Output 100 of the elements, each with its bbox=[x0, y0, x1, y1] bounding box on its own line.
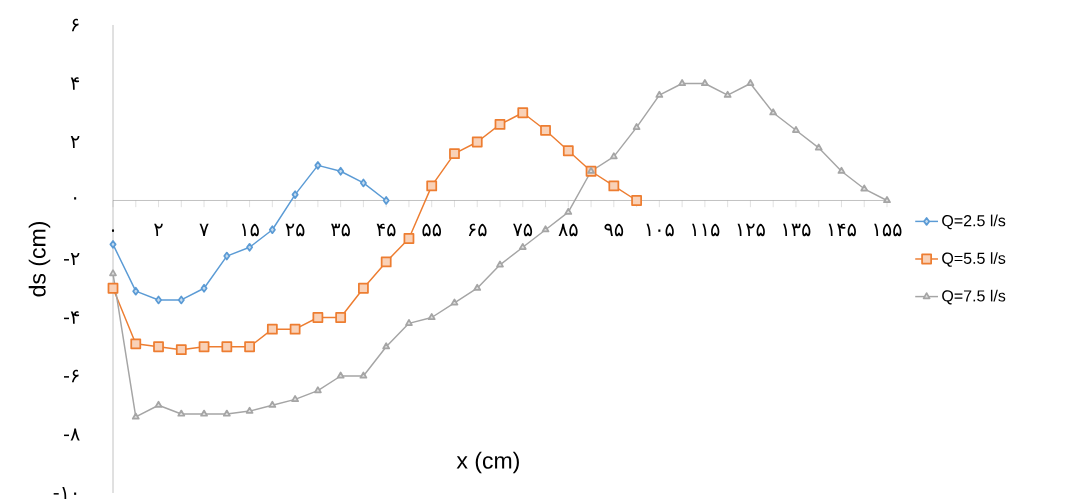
point bbox=[337, 167, 345, 176]
point bbox=[518, 243, 527, 251]
point bbox=[655, 91, 664, 99]
x-tick-label: ۶۵ bbox=[468, 223, 487, 237]
point bbox=[359, 178, 367, 188]
x-tick-label: ۱۵۵ bbox=[874, 223, 902, 237]
y-tick-label: -۸ bbox=[63, 428, 80, 441]
point bbox=[450, 298, 459, 306]
point bbox=[200, 409, 208, 417]
x-tick-label: ۱۱۵ bbox=[692, 223, 720, 237]
x-tick-label: ۱۳۵ bbox=[783, 223, 811, 237]
point bbox=[200, 284, 208, 293]
y-tick-label: ۶ bbox=[71, 19, 79, 32]
x-tick-label: ۴۵ bbox=[376, 223, 396, 237]
point bbox=[678, 79, 686, 87]
point bbox=[541, 225, 550, 233]
point bbox=[427, 313, 436, 321]
point bbox=[336, 371, 345, 379]
point bbox=[473, 284, 482, 292]
point bbox=[883, 196, 891, 204]
point bbox=[405, 319, 413, 327]
point bbox=[837, 167, 846, 175]
legend-label: Q=2.5 l/s bbox=[942, 214, 1006, 230]
point bbox=[130, 338, 142, 350]
point bbox=[540, 125, 551, 136]
x-tick-label: ۱۴۵ bbox=[828, 223, 856, 237]
point bbox=[701, 79, 709, 87]
point bbox=[244, 341, 255, 353]
point bbox=[222, 409, 231, 417]
point bbox=[291, 190, 299, 200]
point bbox=[562, 145, 574, 157]
x-tick-label: ۸۵ bbox=[558, 223, 578, 237]
point bbox=[632, 123, 641, 131]
y-tick-label: ۲ bbox=[70, 136, 80, 149]
point bbox=[382, 342, 391, 350]
point bbox=[153, 341, 164, 353]
point bbox=[155, 295, 162, 305]
x-tick-label: ۷ bbox=[199, 224, 209, 237]
point bbox=[631, 195, 642, 207]
point bbox=[154, 401, 163, 409]
point bbox=[403, 233, 415, 245]
point bbox=[175, 344, 187, 356]
x-tick-label: ۷۵ bbox=[513, 223, 533, 237]
point bbox=[109, 240, 117, 249]
point bbox=[564, 208, 573, 216]
point bbox=[221, 341, 233, 353]
point bbox=[358, 283, 369, 294]
point bbox=[860, 184, 869, 192]
x-tick-label: ۰ bbox=[111, 229, 115, 233]
point bbox=[449, 148, 460, 160]
y-tick-label: -۱۰ bbox=[53, 487, 77, 500]
point bbox=[380, 256, 392, 268]
point bbox=[266, 324, 278, 335]
point bbox=[314, 386, 322, 394]
x-tick-label: ۵۵ bbox=[422, 223, 442, 237]
point bbox=[245, 406, 254, 414]
y-tick-label: -۲ bbox=[63, 253, 80, 266]
x-tick-label: ۹۵ bbox=[604, 223, 624, 237]
point bbox=[198, 341, 210, 353]
x-axis-title: x (cm) bbox=[456, 452, 519, 474]
point bbox=[769, 108, 778, 116]
x-tick-label: ۲ bbox=[154, 224, 163, 237]
y-tick-label: -۴ bbox=[63, 311, 80, 324]
point bbox=[246, 243, 254, 252]
y-tick-label: ۰ bbox=[74, 197, 77, 200]
legend-label: Q=7.5 l/s bbox=[942, 290, 1006, 305]
x-tick-label: ۱۲۵ bbox=[737, 223, 765, 237]
point bbox=[268, 225, 276, 235]
x-tick-label: ۱۵ bbox=[241, 223, 259, 237]
x-tick-label: ۱۰۵ bbox=[646, 223, 674, 237]
point bbox=[132, 287, 140, 296]
point bbox=[312, 312, 324, 324]
point bbox=[268, 401, 277, 409]
point bbox=[609, 152, 618, 160]
point bbox=[792, 126, 800, 134]
legend-label: Q=5.5 l/s bbox=[942, 252, 1006, 268]
point bbox=[496, 260, 504, 268]
y-axis-title: ds (cm) bbox=[28, 222, 51, 297]
point bbox=[177, 295, 185, 305]
x-tick-label: ۳۵ bbox=[331, 223, 350, 237]
point bbox=[608, 180, 620, 192]
point bbox=[359, 371, 368, 379]
point bbox=[517, 107, 529, 119]
point bbox=[289, 324, 301, 335]
point bbox=[746, 79, 755, 87]
point bbox=[107, 283, 119, 294]
point bbox=[814, 143, 823, 151]
point bbox=[314, 161, 322, 170]
point bbox=[177, 409, 186, 417]
point bbox=[382, 196, 390, 206]
point bbox=[723, 91, 732, 99]
point bbox=[426, 180, 438, 192]
y-tick-label: ۴ bbox=[70, 77, 80, 90]
point bbox=[335, 312, 347, 324]
x-tick-label: ۲۵ bbox=[285, 223, 305, 237]
point bbox=[291, 395, 299, 403]
point bbox=[471, 136, 483, 148]
point bbox=[223, 251, 231, 261]
y-tick-label: -۶ bbox=[63, 370, 79, 383]
point bbox=[494, 119, 506, 131]
